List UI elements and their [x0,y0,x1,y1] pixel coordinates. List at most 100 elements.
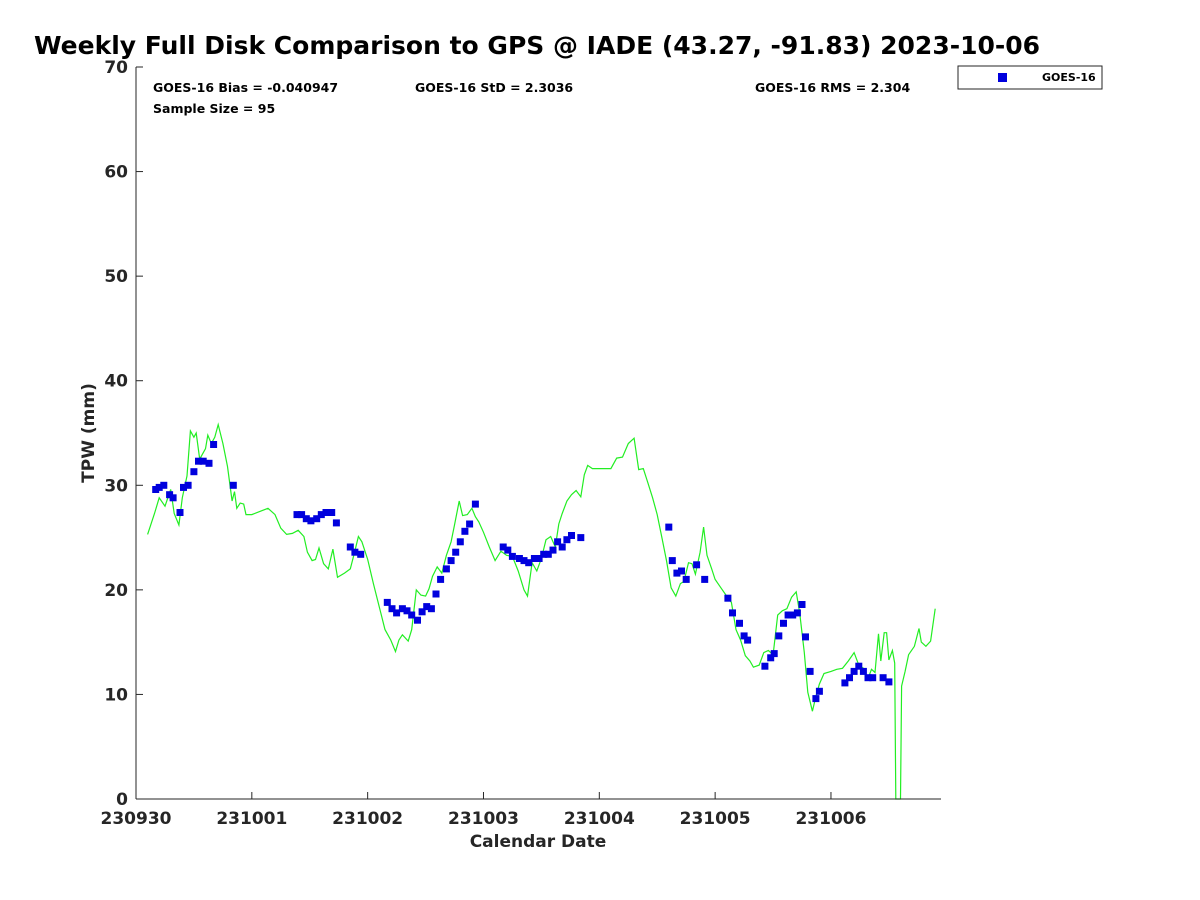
legend: GOES-16 [957,65,1103,90]
goes16-point [499,543,507,551]
goes16-point [229,481,237,489]
goes16-point [317,511,325,519]
goes16-point [815,687,823,695]
goes16-point [393,609,401,617]
goes16-point [452,548,460,556]
goes16-point [802,633,809,641]
goes16-point [190,468,198,476]
goes16-point [879,674,887,682]
goes16-point [427,605,435,613]
goes16-point [793,609,801,617]
goes16-point [184,481,192,489]
legend-label-goes16: GOES-16 [1042,71,1096,84]
goes16-point [885,678,893,686]
goes16-point [322,509,330,516]
goes16-point [160,481,168,489]
y-tick-label: 10 [104,685,128,705]
goes16-point [346,543,354,551]
goes16-point [775,632,783,640]
y-tick-label: 50 [104,267,128,287]
x-tick-label: 231005 [680,809,751,829]
stat-sample-size: Sample Size = 95 [153,101,275,116]
stat-std: GOES-16 StD = 2.3036 [415,80,573,95]
goes16-point [293,511,301,519]
gps-series-line [147,422,936,800]
goes16-point [736,619,743,627]
goes16-point [855,662,863,670]
goes16-point [504,546,512,554]
goes16-point [558,543,566,551]
goes16-point [357,550,365,558]
goes16-point [515,555,523,562]
legend-marker-goes16 [998,73,1007,82]
y-tick-label: 20 [104,581,128,601]
axes [135,67,941,800]
goes16-point [798,601,806,608]
x-tick-label: 231003 [448,809,519,829]
goes16-point [313,515,321,523]
goes16-point [701,575,709,583]
goes16-point [508,552,516,560]
goes16-point [398,605,406,613]
goes16-point [812,695,820,703]
x-tick-label: 230930 [101,809,172,829]
goes16-point [328,509,336,516]
goes16-point [351,548,359,556]
goes16-point [563,536,571,544]
goes16-point [724,594,732,602]
goes16-point [176,509,184,516]
x-tick-label: 231002 [332,809,403,829]
x-axis-label: Calendar Date [470,832,607,852]
goes16-point [307,517,315,525]
y-tick-label: 30 [104,476,128,496]
goes16-point [740,632,748,640]
goes16-point [180,483,187,491]
y-ticks: 0 10 20 30 40 50 60 70 [104,58,143,810]
goes16-point [332,519,340,527]
series-layer [147,422,936,800]
goes16-point [568,532,575,539]
y-tick-label: 60 [104,163,128,183]
goes16-point [767,654,775,662]
goes16-point [408,611,416,619]
goes16-point [682,575,690,583]
x-ticks: 230930 231001 231002 231003 231004 231005 2310… [101,792,866,829]
goes16-point [155,483,163,491]
goes16-point [744,636,752,644]
goes16-point [520,557,528,565]
goes16-point [432,590,440,598]
goes16-point [423,603,431,611]
goes16-point [668,557,676,565]
goes16-point [693,561,701,569]
goes16-point [784,611,792,619]
goes16-point [841,679,849,687]
goes16-point [383,598,391,606]
goes16-point [418,608,426,616]
y-tick-label: 0 [116,790,128,810]
goes16-point [859,667,867,675]
goes16-point [442,565,450,573]
goes16-point [869,674,877,682]
goes16-point [447,557,455,565]
x-tick-label: 231001 [216,809,287,829]
goes16-point [530,555,538,562]
goes16-point [864,674,872,682]
legend-box [957,65,1103,90]
stats-block: GOES-16 Bias = -0.040947 GOES-16 StD = 2… [153,80,910,116]
goes16-point [540,550,548,558]
goes16-point [471,500,479,508]
goes16-point [554,538,562,546]
goes16-point [210,441,218,448]
goes16-point [466,520,474,528]
y-tick-label: 70 [104,58,128,78]
goes16-point [544,550,552,558]
goes16-point [780,619,787,627]
goes16-point [525,559,533,567]
goes16-point [535,555,543,562]
goes16-point [846,674,853,682]
goes16-point [437,575,445,583]
chart-title: Weekly Full Disk Comparison to GPS @ IAD… [34,31,1040,60]
y-axis-label: TPW (mm) [79,383,99,483]
x-tick-label: 231006 [795,809,866,829]
